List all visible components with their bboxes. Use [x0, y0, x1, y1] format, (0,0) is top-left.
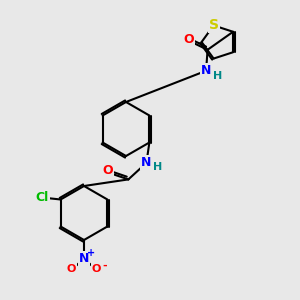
Text: O: O: [92, 264, 101, 274]
Text: H: H: [153, 162, 162, 172]
Text: S: S: [208, 19, 219, 32]
Text: -: -: [103, 260, 107, 271]
Text: N: N: [201, 64, 211, 77]
Text: N: N: [79, 252, 89, 265]
Text: Cl: Cl: [35, 191, 49, 204]
Text: N: N: [141, 156, 152, 169]
Text: H: H: [213, 71, 222, 81]
Text: O: O: [102, 164, 113, 177]
Text: O: O: [183, 33, 194, 46]
Text: +: +: [86, 248, 95, 258]
Text: O: O: [67, 264, 76, 274]
